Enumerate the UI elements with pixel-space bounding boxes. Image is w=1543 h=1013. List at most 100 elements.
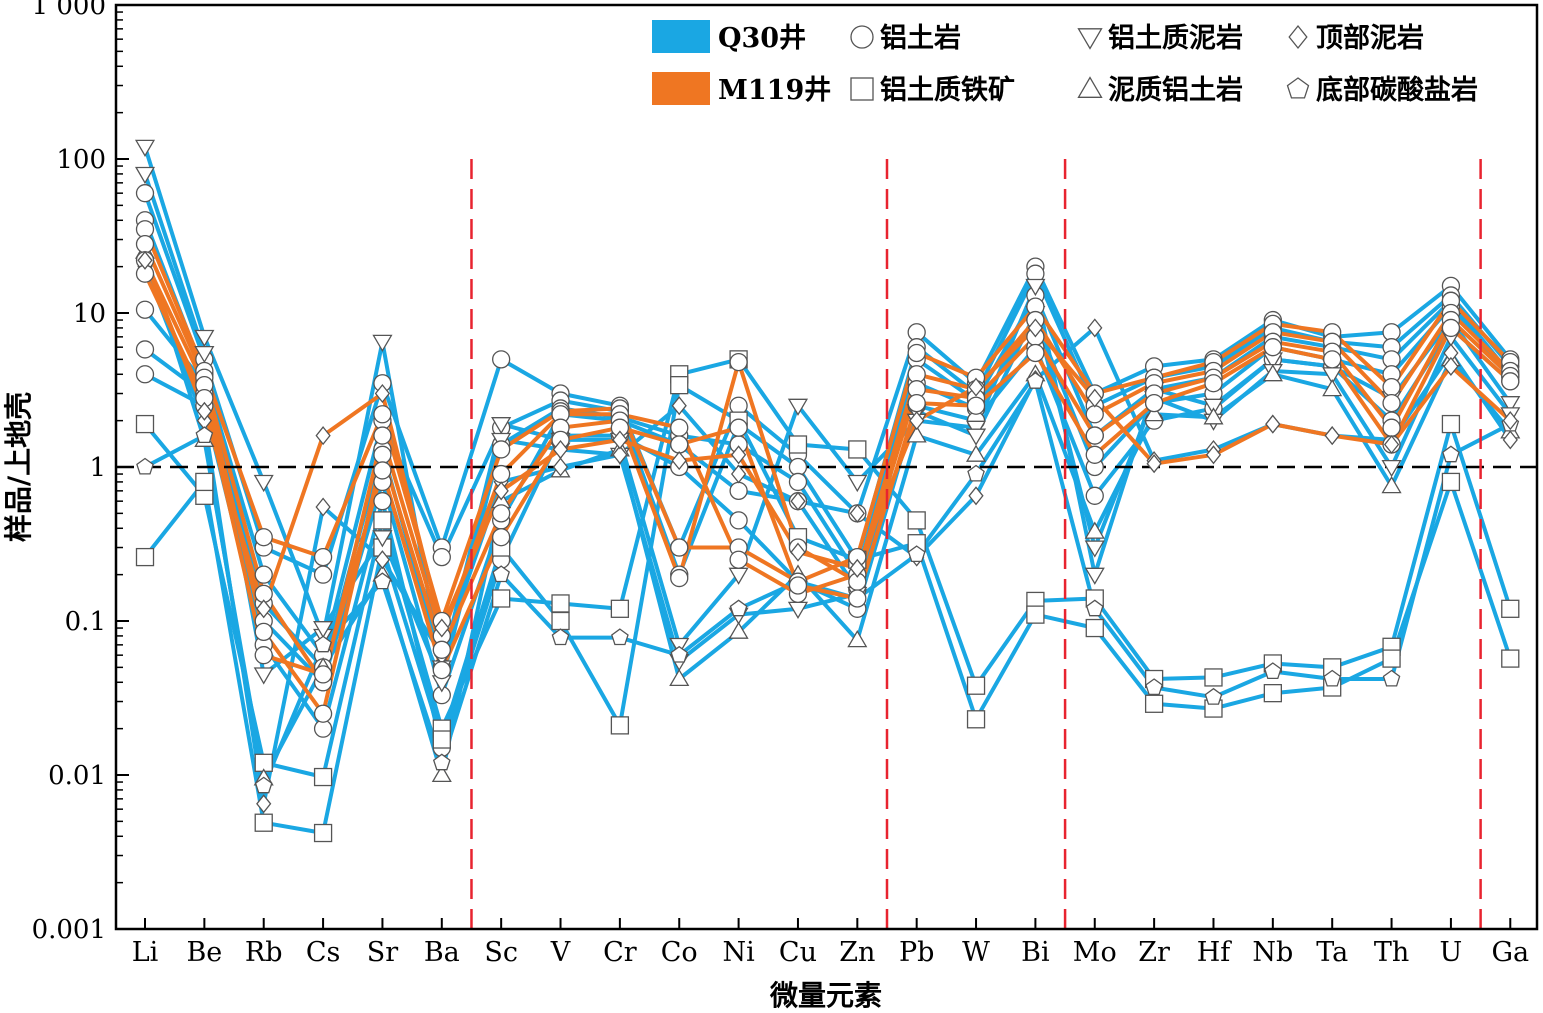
data-point-6-Sc bbox=[492, 589, 511, 608]
data-point-17-Th bbox=[1383, 434, 1400, 455]
data-point-17-Sc bbox=[493, 481, 509, 501]
data-point-9-Be bbox=[194, 345, 215, 364]
x-tick-label-Sc: Sc bbox=[484, 937, 518, 968]
y-tick-label: 1 bbox=[89, 453, 106, 483]
x-tick-label-Be: Be bbox=[186, 937, 222, 968]
data-point-12-U bbox=[1442, 445, 1460, 463]
data-point-2-Ba bbox=[432, 547, 451, 567]
data-point-16-Hf bbox=[1204, 374, 1223, 393]
data-point-9-Mo bbox=[1084, 540, 1105, 558]
data-point-12-W bbox=[967, 464, 985, 482]
data-point-14-Sc bbox=[492, 464, 511, 484]
series-line-q30-1 bbox=[143, 192, 1512, 577]
data-point-15-Mo bbox=[1085, 426, 1104, 445]
data-point-10-Zn bbox=[847, 630, 868, 648]
x-tick-label-Zn: Zn bbox=[839, 937, 875, 968]
data-point-11-Rb bbox=[256, 794, 272, 814]
data-point-5-Ni bbox=[729, 511, 748, 530]
series-line-q30-5 bbox=[144, 325, 1512, 750]
data-point-7-Cr bbox=[610, 716, 630, 735]
data-point-11-Ni bbox=[730, 464, 747, 484]
legend-marker-square bbox=[850, 77, 874, 101]
data-point-16-U bbox=[1441, 318, 1461, 338]
data-point-9-Li bbox=[134, 166, 156, 185]
data-point-6-W bbox=[966, 676, 986, 695]
data-point-11-Co bbox=[671, 396, 687, 416]
x-tick-label-W: W bbox=[962, 937, 990, 968]
data-point-16-Cs bbox=[313, 665, 333, 684]
data-point-13-Sr bbox=[373, 405, 392, 424]
data-point-7-V bbox=[551, 611, 570, 631]
data-point-12-Co bbox=[670, 645, 689, 663]
series-line-m119-14 bbox=[143, 243, 1512, 685]
data-point-12-Cr bbox=[611, 628, 629, 646]
series-line-q30-8 bbox=[143, 146, 1512, 670]
data-point-4-Ni bbox=[729, 481, 748, 501]
data-point-6-U bbox=[1441, 414, 1461, 434]
data-point-15-Rb bbox=[254, 622, 273, 642]
data-point-12-Th bbox=[1382, 669, 1401, 687]
y-tick-label: 10 bbox=[73, 299, 106, 329]
data-point-17-Cu bbox=[790, 542, 806, 562]
data-point-15-Cs bbox=[313, 704, 333, 723]
legend-label-well-1: Q30井 bbox=[718, 23, 806, 54]
data-point-10-Th bbox=[1381, 476, 1402, 494]
data-point-10-Ni bbox=[728, 621, 749, 639]
data-point-15-Ba bbox=[432, 640, 451, 659]
data-point-7-Zr bbox=[1144, 694, 1164, 713]
data-point-7-Rb bbox=[254, 813, 273, 832]
data-point-13-Sc bbox=[492, 440, 511, 459]
legend-label-triangle-up: 泥质铝土岩 bbox=[1108, 75, 1243, 106]
data-point-17-Li bbox=[137, 250, 153, 270]
data-point-8-Hf bbox=[1203, 398, 1224, 416]
data-point-17-Ga bbox=[1502, 411, 1518, 431]
data-point-17-Rb bbox=[256, 599, 272, 619]
legend-label-triangle-down: 铝土质泥岩 bbox=[1108, 23, 1243, 54]
data-point-6-Cu bbox=[788, 435, 808, 454]
x-tick-label-Co: Co bbox=[661, 937, 698, 968]
x-tick-label-Cs: Cs bbox=[306, 937, 341, 968]
data-point-16-Ga bbox=[1501, 372, 1520, 391]
data-point-15-Sc bbox=[492, 504, 511, 523]
data-point-10-Ba bbox=[431, 764, 452, 783]
data-point-12-Sc bbox=[492, 565, 510, 583]
legend-swatch-2 bbox=[652, 72, 710, 105]
data-point-8-Cu bbox=[787, 398, 809, 416]
data-point-9-Th bbox=[1381, 459, 1402, 478]
data-point-14-Ni bbox=[729, 550, 748, 569]
data-point-17-V bbox=[552, 439, 569, 460]
legend-marker-diamond bbox=[1288, 24, 1308, 50]
data-point-8-Mo bbox=[1084, 567, 1105, 585]
data-point-15-Ni bbox=[729, 352, 748, 372]
data-point-12-Mo bbox=[1085, 599, 1104, 617]
data-point-7-Ga bbox=[1501, 649, 1520, 668]
legend-label-circle: 铝土岩 bbox=[880, 23, 961, 54]
data-point-6-Pb bbox=[907, 511, 926, 530]
x-tick-label-Mo: Mo bbox=[1073, 937, 1117, 968]
series-markers bbox=[134, 139, 1521, 843]
x-tick-label-Nb: Nb bbox=[1252, 937, 1293, 968]
legend-label-well-2: M119井 bbox=[718, 75, 831, 106]
data-point-16-Co bbox=[670, 435, 689, 454]
data-point-17-U bbox=[1443, 356, 1459, 376]
data-point-9-Rb bbox=[253, 667, 274, 685]
x-tick-label-Ta: Ta bbox=[1316, 937, 1348, 968]
data-point-14-Sr bbox=[373, 426, 392, 445]
data-point-16-Ba bbox=[432, 660, 451, 680]
data-point-12-Cs bbox=[314, 635, 332, 653]
data-point-7-Th bbox=[1382, 649, 1401, 668]
data-point-14-Li bbox=[135, 234, 155, 254]
data-point-11-Ga bbox=[1502, 430, 1518, 450]
data-point-6-Sr bbox=[373, 511, 392, 530]
data-point-12-Sr bbox=[373, 572, 392, 590]
data-point-17-Ta bbox=[1324, 426, 1340, 446]
data-point-11-Cu bbox=[790, 491, 806, 511]
data-point-10-Mo bbox=[1084, 521, 1105, 539]
data-point-17-Cs bbox=[315, 426, 331, 446]
data-point-16-Cu bbox=[788, 576, 808, 595]
data-point-16-Rb bbox=[254, 646, 273, 665]
data-point-16-Pb bbox=[907, 393, 926, 413]
data-point-12-Hf bbox=[1204, 687, 1223, 705]
data-point-8-Bi bbox=[1025, 278, 1046, 297]
